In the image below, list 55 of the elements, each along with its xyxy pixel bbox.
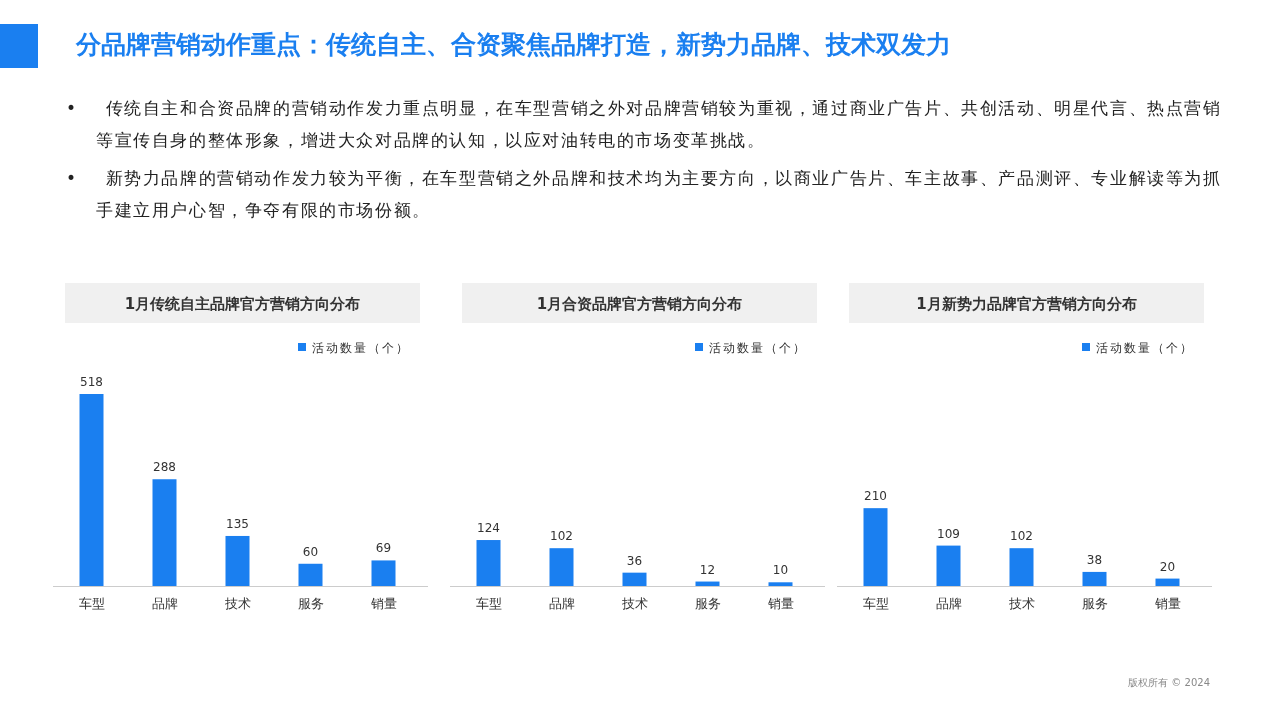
- x-tick-label: 技术: [1007, 596, 1035, 611]
- x-tick-label: 车型: [78, 596, 105, 611]
- bar: [1155, 578, 1180, 586]
- bar: [936, 545, 961, 586]
- x-tick-label: 服务: [1081, 596, 1108, 611]
- bar: [768, 582, 793, 586]
- chart-title: 1月传统自主品牌官方营销方向分布: [124, 295, 361, 313]
- bar: [152, 479, 177, 586]
- data-label: 60: [302, 544, 319, 559]
- x-tick-label: 服务: [297, 596, 324, 611]
- x-tick-label: 服务: [694, 596, 721, 611]
- data-label: 109: [937, 526, 960, 541]
- bar: [1082, 571, 1107, 586]
- x-tick-label: 技术: [620, 596, 648, 611]
- data-label: 69: [375, 541, 392, 556]
- bar: [79, 394, 104, 586]
- data-label: 102: [1010, 529, 1033, 544]
- data-label: 288: [153, 460, 176, 475]
- x-tick-label: 车型: [862, 596, 889, 611]
- bar: [863, 508, 888, 586]
- legend-label: 活动数量（个）: [312, 341, 410, 355]
- legend-label: 活动数量（个）: [1096, 341, 1194, 355]
- x-tick-label: 销量: [1153, 596, 1181, 611]
- bar: [225, 535, 250, 586]
- data-label: 210: [864, 489, 887, 504]
- data-label: 38: [1086, 552, 1103, 567]
- bar: [1009, 548, 1034, 586]
- text: 分品牌营销动作重点：传统自主、合资聚焦品牌打造，新势力品牌、技术双发力: [76, 29, 951, 61]
- x-tick-label: 销量: [766, 596, 794, 611]
- data-label: 124: [477, 521, 500, 536]
- bar: [298, 563, 323, 586]
- x-tick-label: 车型: [475, 596, 502, 611]
- x-tick-label: 技术: [223, 596, 251, 611]
- x-tick-label: 品牌: [548, 596, 575, 611]
- chart-title: 1月新势力品牌官方营销方向分布: [916, 295, 1137, 313]
- data-label: 12: [699, 562, 716, 577]
- legend-label: 活动数量（个）: [709, 341, 807, 355]
- data-label: 518: [80, 375, 103, 389]
- data-label: 20: [1159, 559, 1176, 574]
- x-tick-label: 品牌: [935, 596, 962, 611]
- text: • 传统自主和合资品牌的营销动作发力重点明显，在车型营销之外对品牌营销较为重视，通过商业广告片、共创活动、明星代言、热点营销等宣传自身的整体形象，增进大众对品牌的认知，以应对油转电的市场变革挑战。: [66, 97, 1223, 152]
- bar: [622, 572, 647, 586]
- data-label: 36: [626, 553, 643, 568]
- text: 版权所有 © 2024: [1128, 676, 1210, 690]
- x-tick-label: 品牌: [151, 596, 178, 611]
- x-tick-label: 销量: [369, 596, 397, 611]
- bar: [476, 540, 501, 586]
- text: • 新势力品牌的营销动作发力较为平衡，在车型营销之外品牌和技术均为主要方向，以商业广告片、车主故事、产品测评、专业解读等为抓手建立用户心智，争夺有限的市场份额。: [66, 167, 1223, 222]
- bar: [549, 548, 574, 586]
- bar: [371, 560, 396, 586]
- data-label: 10: [772, 563, 789, 578]
- data-label: 135: [226, 516, 249, 531]
- bar: [695, 581, 720, 586]
- chart-title: 1月合资品牌官方营销方向分布: [536, 295, 743, 313]
- data-label: 102: [550, 529, 573, 544]
